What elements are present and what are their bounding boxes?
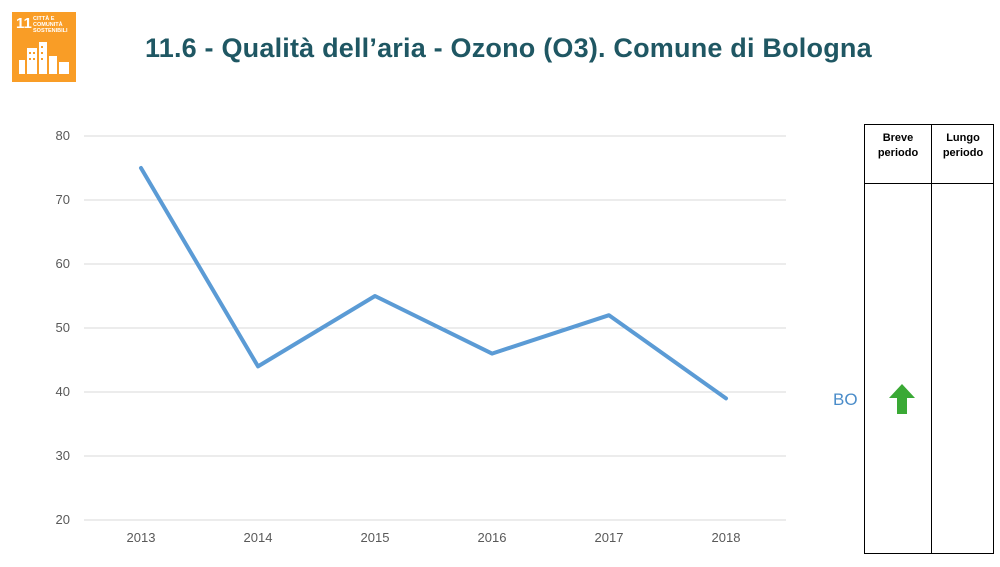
col-short-term: Breve periodo: [865, 131, 931, 161]
trend-table-header: [865, 125, 993, 184]
x-tick-label: 2014: [244, 530, 273, 545]
series-line: [139, 166, 728, 401]
series-layer: [139, 166, 728, 401]
y-tick-label: 20: [56, 512, 70, 527]
sdg-number: 11: [16, 15, 32, 32]
sdg-11-logo: 11 Città e comunità sostenibili: [12, 12, 76, 82]
y-tick-label: 30: [56, 448, 70, 463]
col-long-term: Lungo periodo: [932, 131, 994, 161]
sdg-label: Città e comunità sostenibili: [33, 16, 68, 34]
col-short-term-label: Breve periodo: [877, 132, 919, 159]
y-tick-label: 80: [56, 128, 70, 143]
row-label-bo: BO: [833, 390, 858, 409]
city-buildings-icon: [19, 42, 69, 74]
y-tick-label: 40: [56, 384, 70, 399]
arrow-up-icon: [889, 384, 915, 414]
x-tick-label: 2016: [478, 530, 507, 545]
gridlines: [84, 135, 786, 521]
y-tick-label: 50: [56, 320, 70, 335]
x-tick-label: 2015: [361, 530, 390, 545]
y-tick-label: 70: [56, 192, 70, 207]
x-tick-label: 2013: [127, 530, 156, 545]
trend-table-divider: [931, 125, 932, 553]
col-long-term-label: Lungo periodo: [942, 132, 984, 159]
y-tick-label: 60: [56, 256, 70, 271]
x-tick-label: 2017: [595, 530, 624, 545]
x-axis-ticks: 2013 2014 2015 2016 2017 2018: [127, 530, 741, 545]
y-axis-ticks: 20 30 40 50 60 70 80: [56, 128, 70, 527]
x-tick-label: 2018: [712, 530, 741, 545]
trend-table: Breve periodo Lungo periodo: [864, 124, 994, 554]
page-title: 11.6 - Qualità dell’aria - Ozono (O3). C…: [145, 33, 872, 63]
